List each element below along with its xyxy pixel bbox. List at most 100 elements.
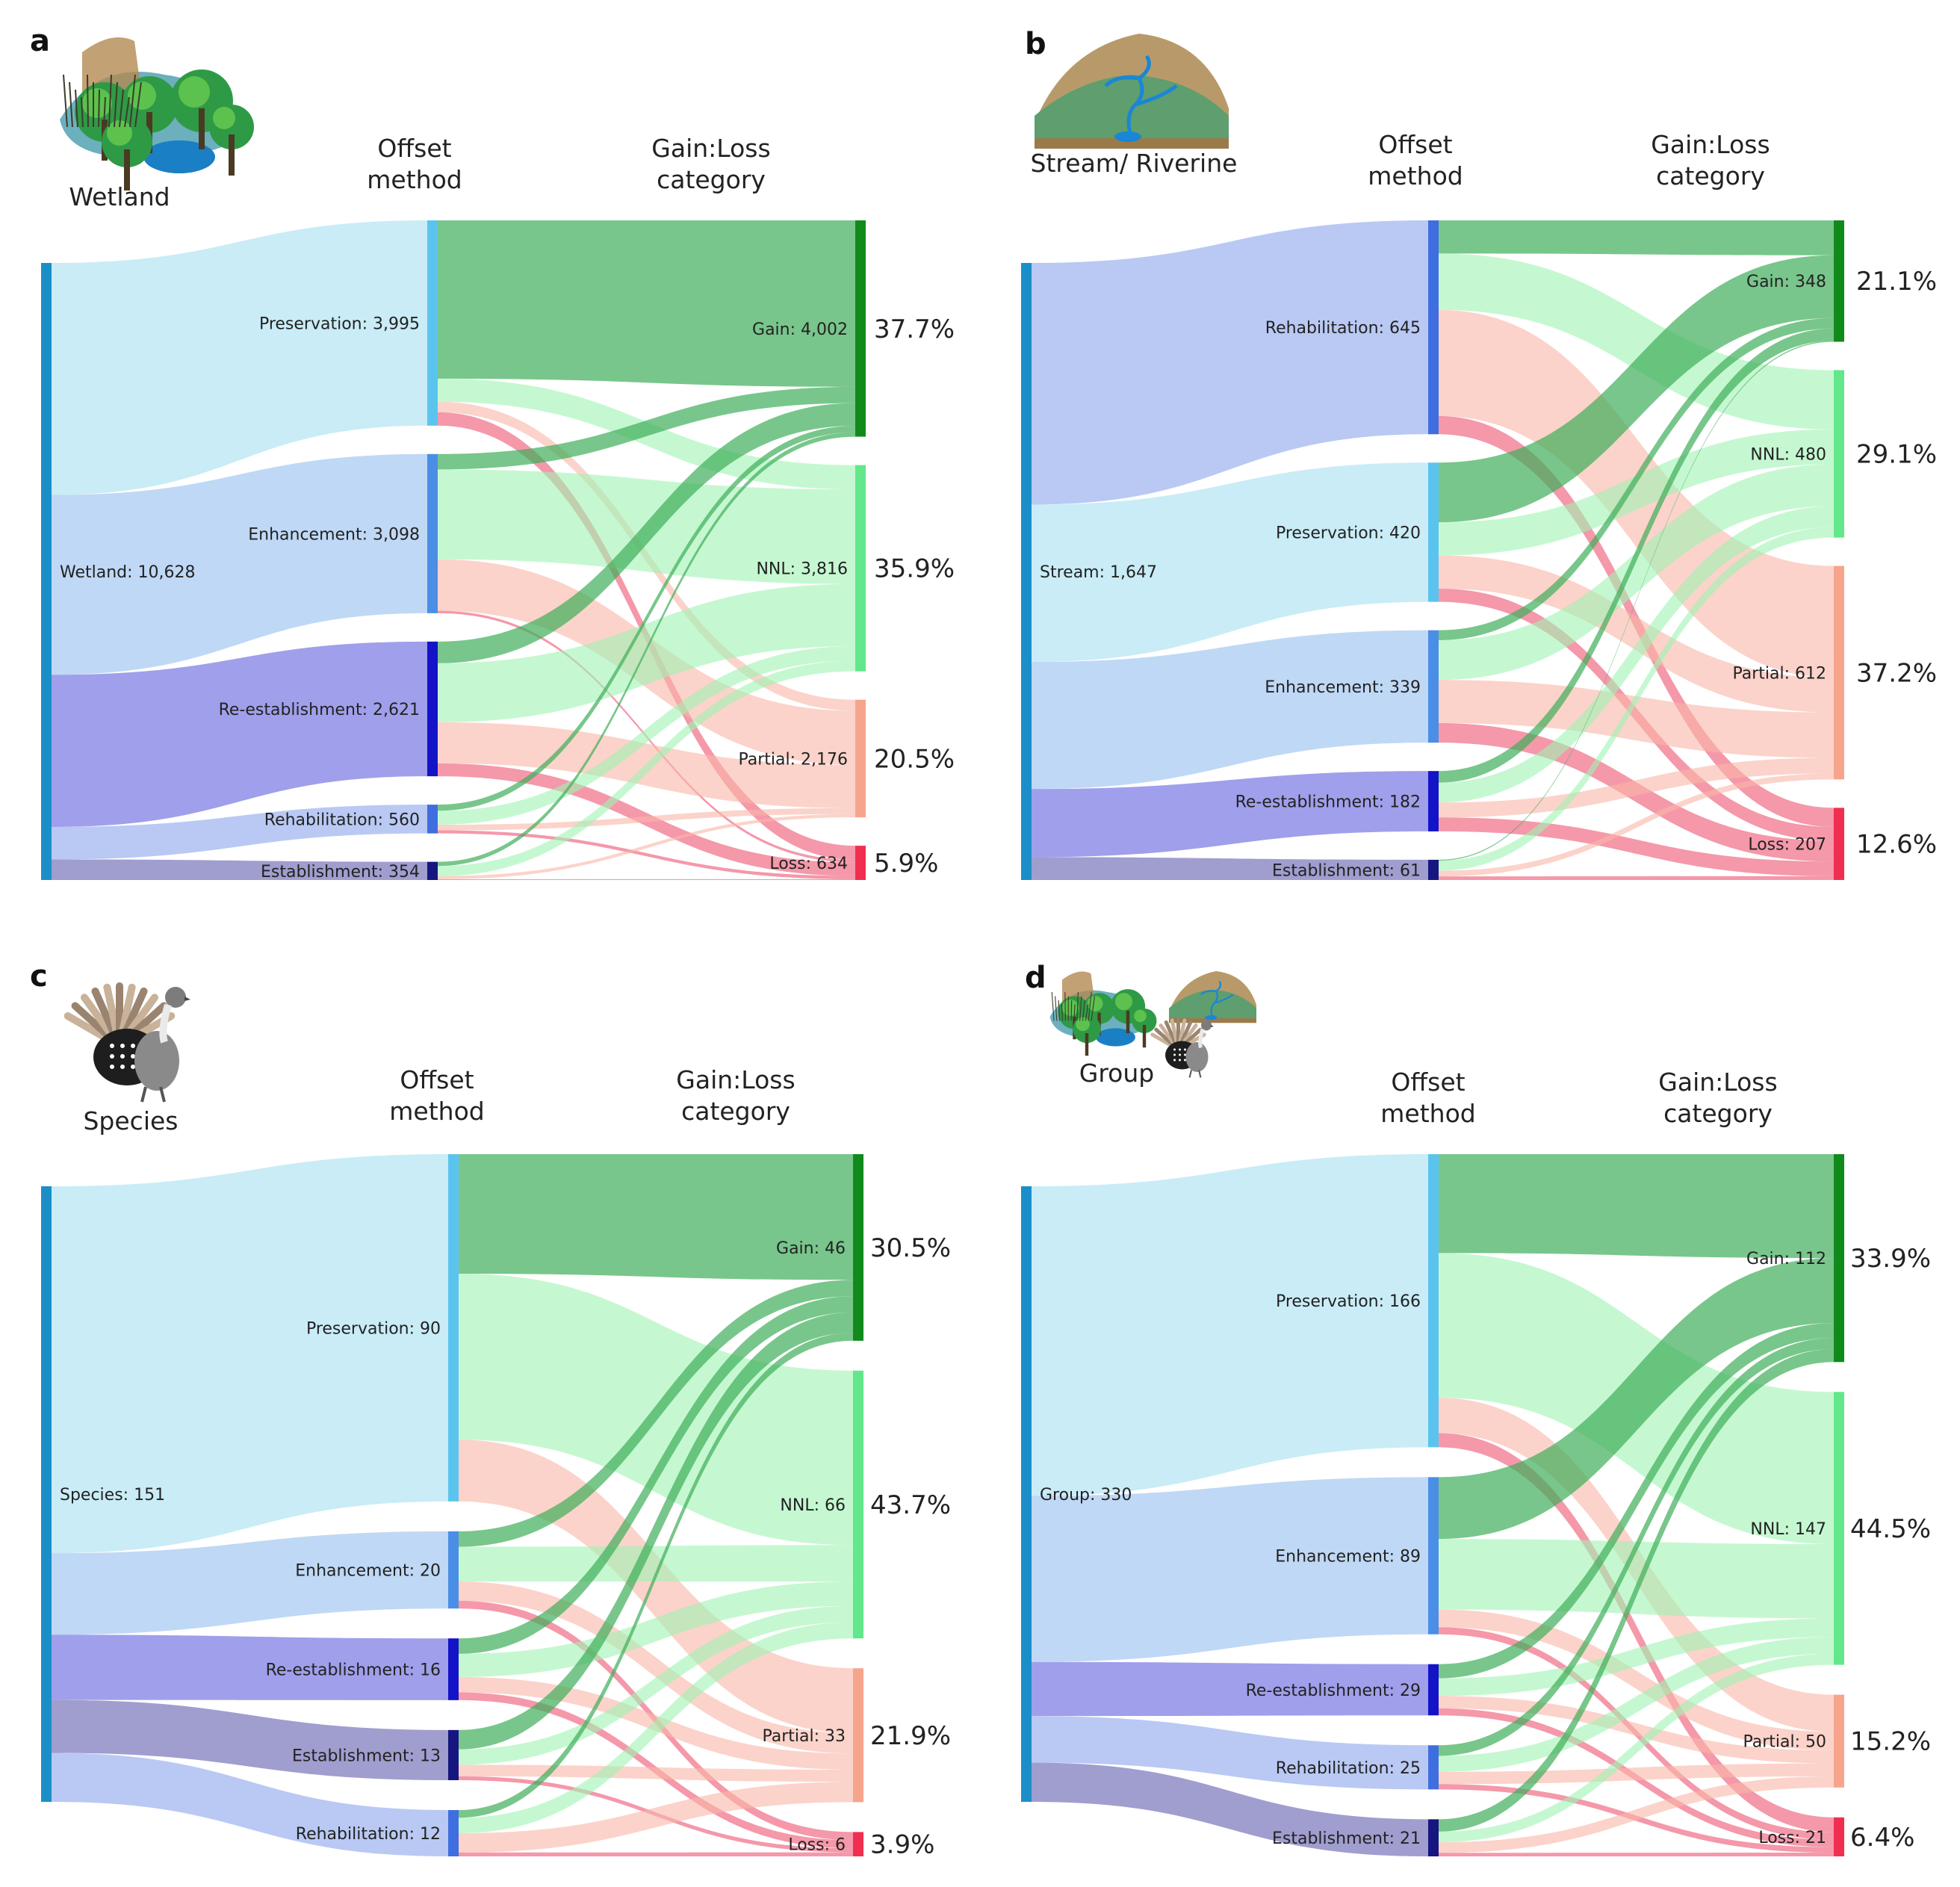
- offset-method-header: method: [389, 1097, 484, 1126]
- method-node-label-rehabilitation: Rehabilitation: 12: [296, 1825, 441, 1844]
- flow-establishment-partial: [438, 814, 855, 879]
- category-node-label-nnl: NNL: 3,816: [756, 560, 848, 579]
- method-node-label-preservation: Preservation: 3,995: [259, 314, 420, 333]
- flow-preservation-gain: [1439, 255, 1834, 523]
- flow-source-enhancement: [1032, 1477, 1428, 1662]
- category-node-gain: [1834, 220, 1844, 342]
- flow-source-rehabilitation: [52, 1753, 448, 1856]
- flow-re-establishment-nnl: [459, 1581, 853, 1677]
- category-node-loss: [855, 846, 866, 880]
- method-node-preservation: [448, 1154, 459, 1502]
- category-percent-partial: 37.2%: [1856, 658, 1937, 688]
- category-node-label-nnl: NNL: 66: [780, 1496, 846, 1515]
- method-node-label-establishment: Establishment: 354: [261, 863, 420, 881]
- category-node-label-loss: Loss: 634: [769, 855, 848, 873]
- method-node-preservation: [1428, 1154, 1439, 1448]
- category-node-partial: [1834, 1694, 1844, 1788]
- method-node-label-rehabilitation: Rehabilitation: 560: [264, 811, 420, 829]
- flow-source-re-establishment: [1032, 1661, 1428, 1717]
- category-node-loss: [853, 1832, 863, 1856]
- flow-establishment-partial: [1439, 1776, 1834, 1853]
- flow-establishment-nnl: [1439, 527, 1834, 871]
- category-percent-nnl: 35.9%: [874, 554, 955, 584]
- flow-rehabilitation-nnl: [438, 645, 855, 825]
- category-percent-gain: 30.5%: [870, 1233, 951, 1263]
- flow-rehabilitation-gain: [1439, 220, 1834, 255]
- category-percent-partial: 21.9%: [870, 1721, 951, 1751]
- method-node-label-establishment: Establishment: 21: [1272, 1829, 1421, 1848]
- method-node-label-enhancement: Enhancement: 3,098: [248, 525, 420, 544]
- flow-enhancement-gain: [438, 386, 855, 470]
- flow-preservation-gain: [1439, 1154, 1834, 1259]
- category-node-label-gain: Gain: 112: [1746, 1250, 1826, 1268]
- category-percent-nnl: 44.5%: [1850, 1514, 1931, 1544]
- flow-rehabilitation-partial: [438, 808, 855, 831]
- flow-source-re-establishment: [1032, 771, 1428, 858]
- flow-enhancement-nnl: [1439, 1539, 1834, 1619]
- source-node: [1021, 263, 1032, 880]
- flow-rehabilitation-gain: [459, 1332, 853, 1818]
- gain-loss-header: category: [681, 1097, 790, 1126]
- flow-re-establishment-nnl: [1439, 506, 1834, 803]
- category-node-nnl: [853, 1370, 863, 1639]
- category-node-label-gain: Gain: 4,002: [752, 320, 848, 339]
- method-node-establishment: [448, 1729, 459, 1781]
- flow-establishment-nnl: [459, 1605, 853, 1765]
- flow-source-preservation: [1032, 1154, 1428, 1496]
- flow-rehabilitation-loss: [438, 830, 855, 879]
- method-node-rehabilitation: [1428, 220, 1439, 435]
- flow-source-rehabilitation: [52, 805, 427, 860]
- category-percent-nnl: 29.1%: [1856, 440, 1937, 470]
- flow-establishment-nnl: [1439, 1653, 1834, 1843]
- flow-enhancement-partial: [1439, 680, 1834, 758]
- panel-title-d: Group: [1079, 1059, 1154, 1088]
- category-percent-loss: 5.9%: [874, 849, 938, 879]
- category-node-nnl: [1834, 1392, 1844, 1665]
- category-node-label-gain: Gain: 46: [776, 1239, 846, 1258]
- flow-source-rehabilitation: [1032, 220, 1428, 505]
- panel-letter-b: b: [1025, 27, 1046, 61]
- flow-establishment-loss: [438, 879, 855, 880]
- method-node-label-re-establishment: Re-establishment: 16: [266, 1661, 441, 1680]
- category-node-label-gain: Gain: 348: [1746, 273, 1826, 291]
- category-percent-gain: 33.9%: [1850, 1244, 1931, 1274]
- flow-source-preservation: [1032, 462, 1428, 663]
- method-node-establishment: [1428, 1819, 1439, 1856]
- flow-establishment-gain: [438, 432, 855, 867]
- method-node-label-enhancement: Enhancement: 339: [1265, 678, 1421, 697]
- category-node-nnl: [1834, 370, 1844, 538]
- stream-icon: [1035, 34, 1229, 149]
- flow-re-establishment-partial: [1439, 757, 1834, 818]
- category-percent-loss: 12.6%: [1856, 830, 1937, 860]
- method-node-label-re-establishment: Re-establishment: 29: [1246, 1682, 1421, 1700]
- method-node-label-re-establishment: Re-establishment: 2,621: [219, 701, 420, 719]
- flow-re-establishment-nnl: [438, 583, 855, 722]
- source-flows: [52, 1154, 448, 1856]
- gain-loss-header: Gain:Loss: [651, 134, 770, 163]
- flow-re-establishment-partial: [1439, 1696, 1834, 1764]
- flow-establishment-nnl: [438, 660, 855, 876]
- method-node-label-rehabilitation: Rehabilitation: 645: [1265, 319, 1421, 338]
- category-node-label-partial: Partial: 612: [1732, 664, 1826, 683]
- flow-re-establishment-gain: [1439, 328, 1834, 783]
- source-flows: [52, 220, 427, 880]
- flow-source-re-establishment: [52, 1635, 448, 1700]
- flow-source-enhancement: [52, 1531, 448, 1635]
- flow-rehabilitation-nnl: [1439, 1637, 1834, 1772]
- method-node-enhancement: [448, 1531, 459, 1609]
- flow-enhancement-gain: [459, 1280, 853, 1547]
- gain-loss-header: Gain:Loss: [676, 1065, 795, 1094]
- category-node-gain: [1834, 1154, 1844, 1363]
- method-node-enhancement: [1428, 630, 1439, 743]
- group-wetland-icon: [1049, 971, 1157, 1056]
- flow-source-establishment: [52, 1699, 448, 1781]
- offset-method-header: method: [367, 165, 462, 194]
- flow-enhancement-partial: [459, 1581, 853, 1754]
- category-node-label-loss: Loss: 21: [1758, 1829, 1826, 1847]
- offset-method-header: method: [1368, 161, 1463, 190]
- flow-establishment-partial: [459, 1764, 853, 1782]
- gain-loss-header: category: [657, 165, 766, 194]
- offset-method-header: Offset: [377, 134, 451, 163]
